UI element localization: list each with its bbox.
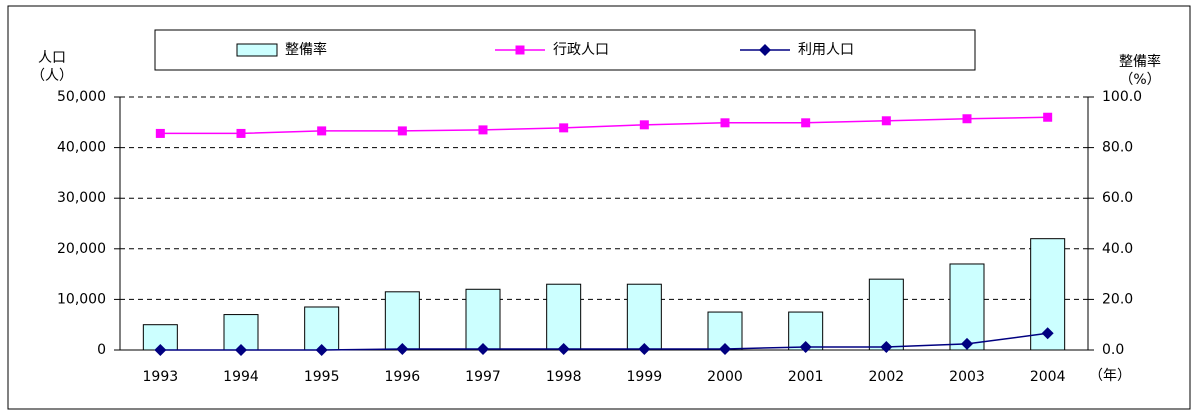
marker (317, 126, 327, 136)
legend-label: 行政人口 (553, 42, 609, 58)
x-tick-label: 2001 (788, 369, 824, 385)
x-tick-label: 2004 (1030, 369, 1066, 385)
marker (315, 344, 328, 356)
bar (546, 283, 582, 351)
y-tick-label: 40,000 (57, 140, 106, 156)
x-tick-label: 1997 (465, 369, 501, 385)
legend-marker (759, 44, 771, 56)
y-tick-label: 30,000 (57, 190, 106, 206)
x-tick-label: 1995 (304, 369, 340, 385)
marker (1041, 327, 1054, 340)
frame (7, 5, 1191, 410)
y2-tick-label: 40.0 (1102, 241, 1133, 257)
bar (949, 263, 985, 351)
x-tick-label: 2003 (949, 369, 985, 385)
y2-tick-label: 20.0 (1102, 291, 1133, 307)
x-tick-label: 1994 (223, 369, 259, 385)
x-tick-label: 2000 (707, 369, 743, 385)
marker (155, 128, 165, 138)
marker (557, 342, 570, 355)
legend-swatch (236, 43, 278, 57)
line (160, 332, 1048, 351)
bar (465, 288, 501, 351)
marker (880, 340, 893, 353)
x-tick-label: 1993 (143, 369, 179, 385)
marker (719, 342, 731, 355)
y2-tick-label: 0.0 (1102, 342, 1124, 358)
y2-axis-unit: （%） (1119, 72, 1160, 88)
marker (638, 342, 651, 355)
legend-label: 整備率 (285, 41, 327, 58)
marker (154, 344, 167, 356)
x-tick-label: 1999 (627, 369, 663, 385)
marker (397, 126, 407, 136)
x-axis-unit: （年） (1089, 368, 1131, 384)
marker (881, 116, 891, 126)
legend-box (154, 29, 976, 71)
marker (559, 123, 569, 133)
y2-tick-label: 60.0 (1102, 190, 1133, 206)
marker (639, 120, 649, 130)
y-axis-label: 人口 (38, 50, 66, 66)
bar (384, 291, 420, 351)
y2-axis-label: 整備率 (1119, 53, 1161, 70)
y-tick-label: 20,000 (57, 241, 106, 257)
legend-marker (515, 45, 525, 55)
marker (961, 337, 973, 350)
marker (236, 128, 246, 138)
y2-tick-label: 80.0 (1102, 140, 1133, 156)
y-axis-unit: （人） (31, 68, 73, 84)
marker (478, 125, 488, 135)
bar (304, 306, 340, 351)
legend-label: 利用人口 (798, 42, 854, 58)
x-tick-label: 1996 (385, 369, 421, 385)
marker (477, 342, 489, 355)
marker (799, 340, 812, 353)
y-tick-label: 0 (97, 342, 106, 358)
y-tick-label: 10,000 (57, 291, 106, 307)
marker (1043, 112, 1053, 122)
y-tick-label: 50,000 (57, 89, 106, 105)
bar (626, 283, 662, 351)
marker (235, 344, 247, 356)
marker (396, 342, 409, 355)
x-tick-label: 1998 (546, 369, 582, 385)
y2-tick-label: 100.0 (1102, 89, 1142, 105)
marker (801, 118, 811, 128)
marker (962, 114, 972, 124)
marker (720, 118, 730, 128)
line (160, 116, 1048, 135)
bar (868, 278, 904, 351)
x-tick-label: 2002 (869, 369, 905, 385)
